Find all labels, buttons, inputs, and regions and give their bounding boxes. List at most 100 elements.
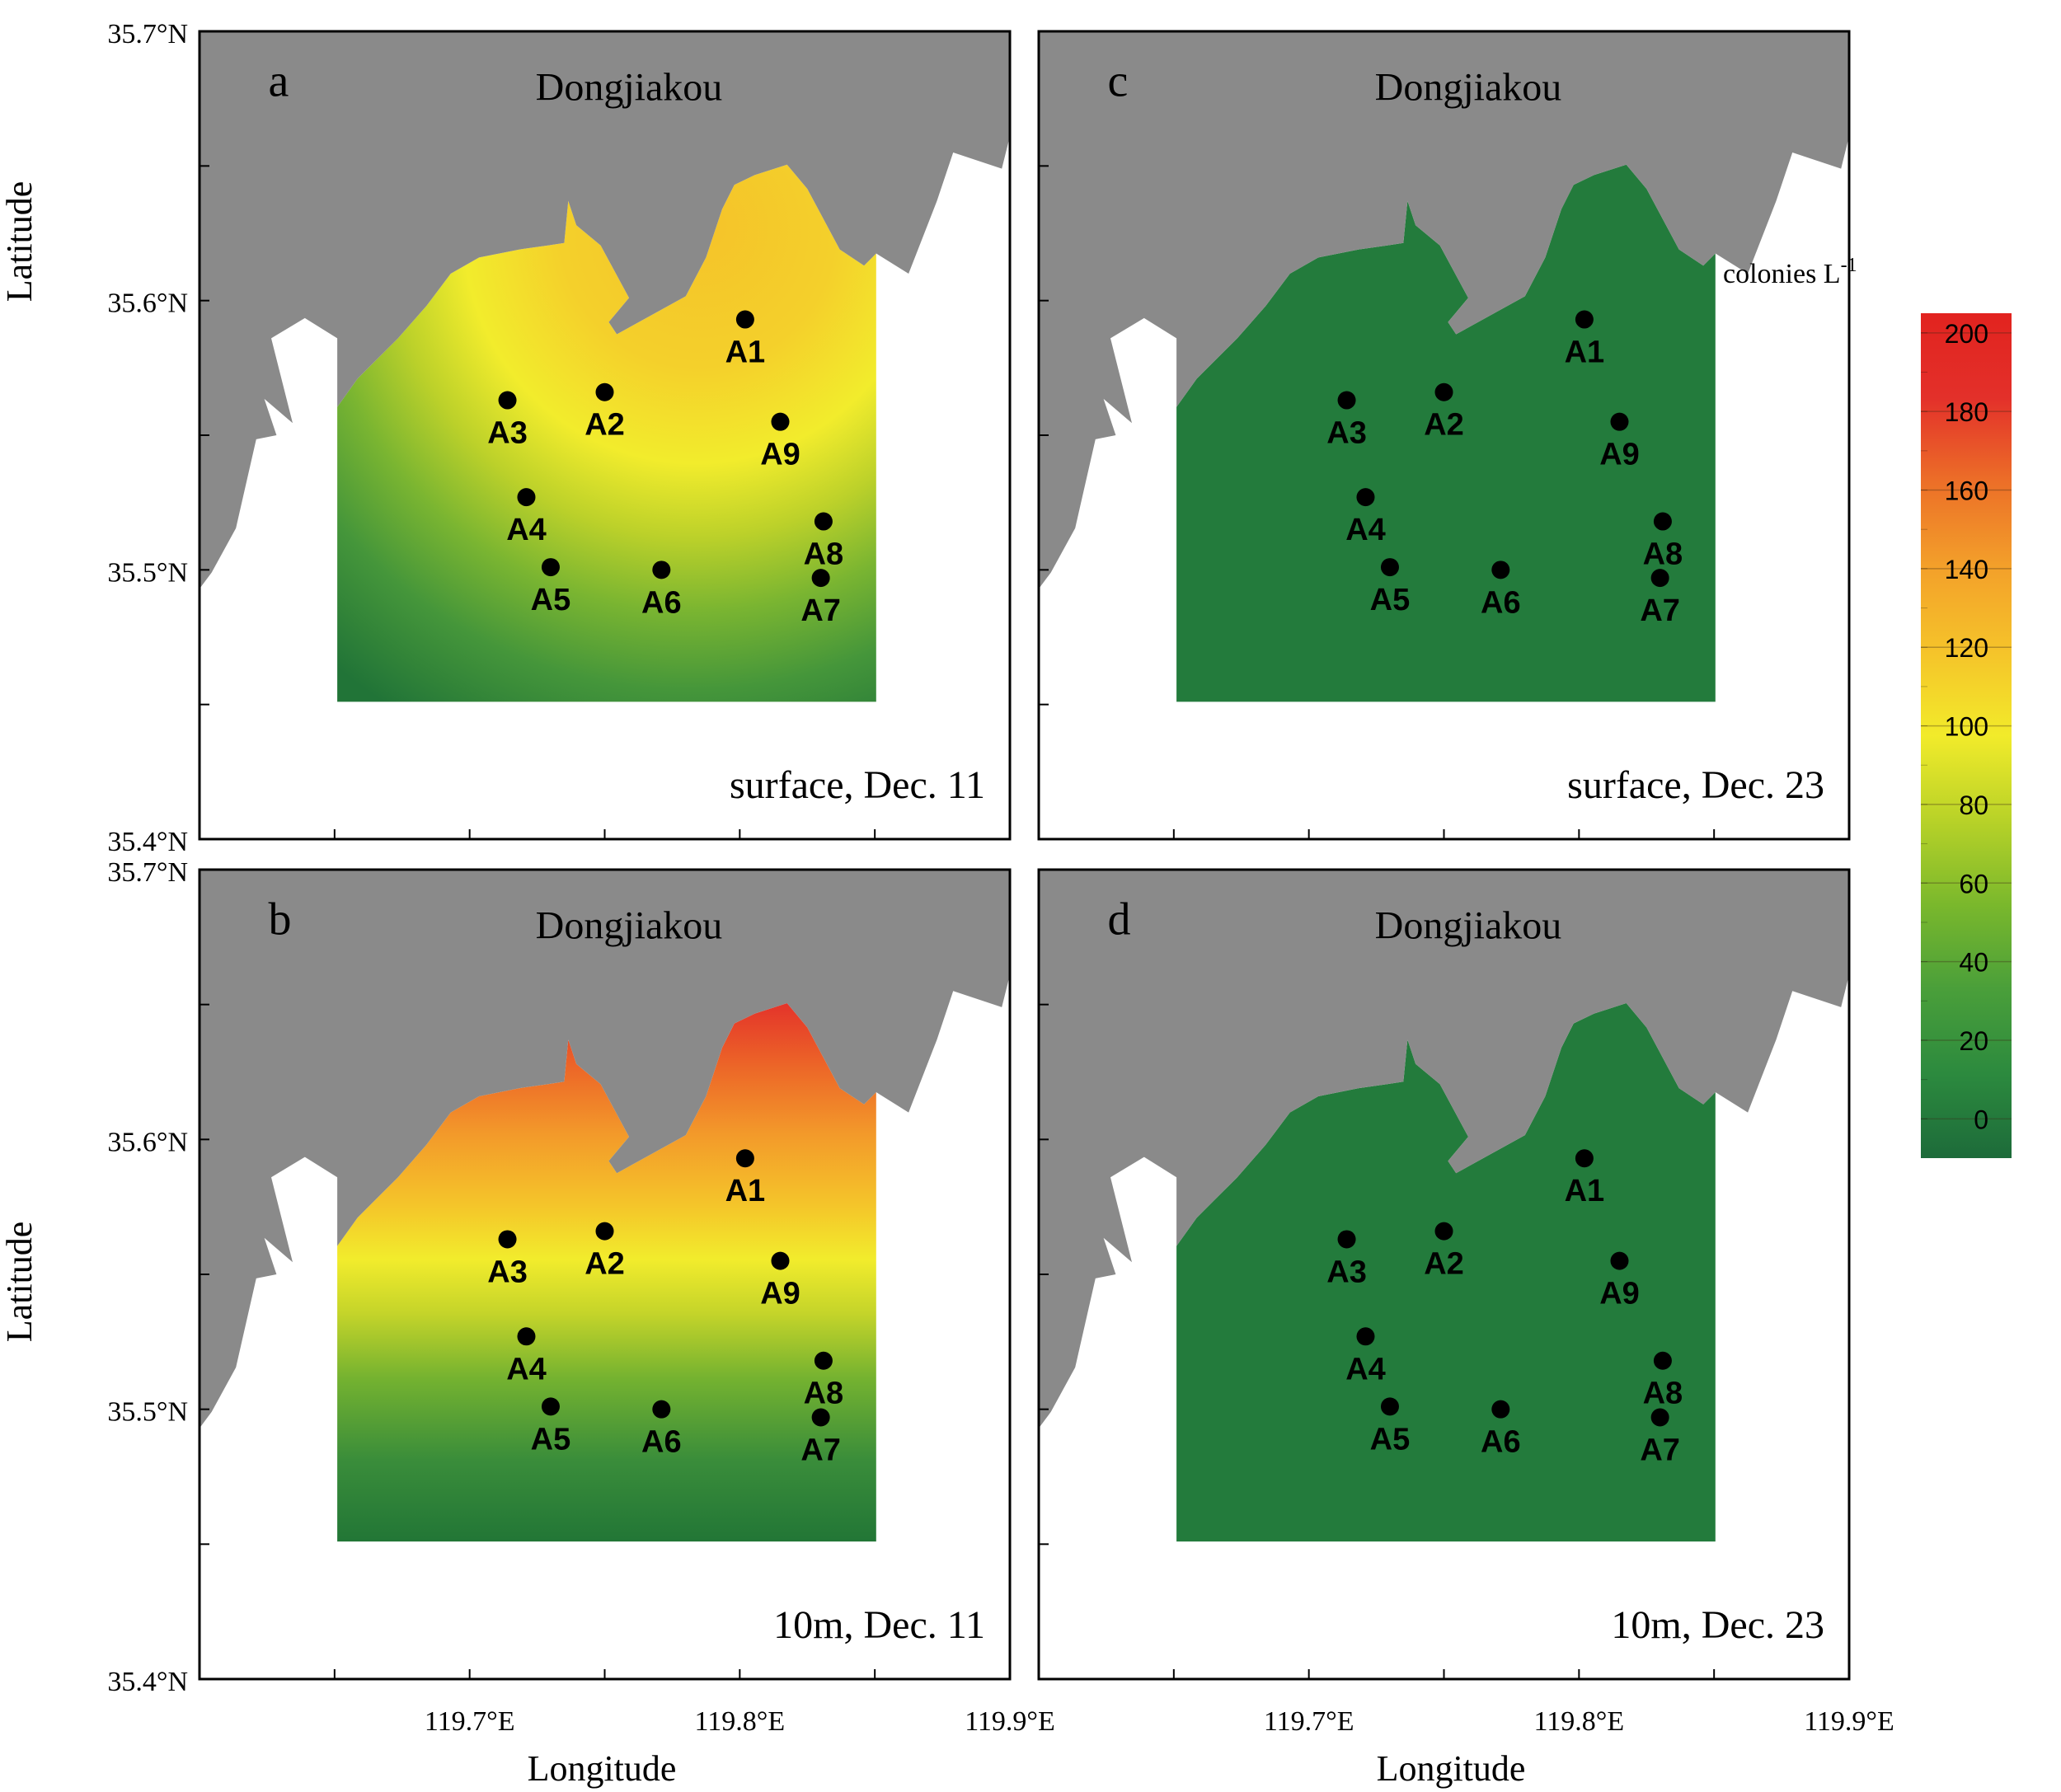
station-a7: A7 (1640, 1408, 1680, 1467)
station-label: A7 (800, 593, 841, 628)
lon-tick-label: 119.9°E (965, 1706, 1055, 1737)
station-a2: A2 (584, 382, 625, 443)
station-label: A4 (506, 513, 547, 547)
station-marker (771, 1251, 790, 1270)
station-marker (1610, 1251, 1629, 1270)
station-label: A2 (1424, 408, 1464, 443)
place-name-dongjiakou: Dongjiakou (536, 65, 723, 109)
station-marker (1337, 391, 1356, 410)
colorbar-tick-label: 140 (1945, 555, 1988, 584)
panel-caption: 10m, Dec. 11 (773, 1603, 985, 1647)
station-a6: A6 (641, 1400, 682, 1460)
station-a6: A6 (1481, 1400, 1521, 1460)
colorbar-tick-label: 40 (1959, 948, 1988, 978)
station-a7: A7 (800, 569, 841, 628)
island (1752, 1011, 1772, 1068)
colorbar-tick-label: 100 (1945, 712, 1988, 742)
station-a8: A8 (804, 512, 843, 572)
colorbar-tick-label: 200 (1945, 319, 1988, 349)
station-label: A8 (1643, 1377, 1683, 1411)
station-a3: A3 (487, 391, 528, 451)
station-label: A8 (1643, 537, 1683, 572)
station-label: A9 (1599, 438, 1640, 472)
lat-tick-label: 35.5°N (107, 557, 188, 588)
station-marker (1491, 561, 1510, 579)
station-label: A9 (760, 1277, 800, 1311)
station-marker (1610, 412, 1629, 431)
colorbar-tick-label: 20 (1959, 1026, 1988, 1056)
lat-tick-label: 35.4°N (107, 827, 188, 857)
station-a2: A2 (1424, 382, 1464, 443)
station-marker (1380, 1397, 1399, 1416)
station-a1: A1 (725, 310, 765, 370)
station-marker (1653, 1351, 1672, 1370)
colorbar-gradient (1921, 313, 2012, 1158)
station-a9: A9 (760, 1251, 800, 1311)
station-label: A2 (1424, 1247, 1464, 1282)
station-marker (595, 1222, 614, 1241)
station-a6: A6 (641, 561, 682, 620)
station-a2: A2 (584, 1222, 625, 1282)
station-a8: A8 (804, 1351, 843, 1411)
lon-tick-label: 119.9°E (1804, 1706, 1894, 1737)
station-label: A6 (1481, 1425, 1521, 1460)
station-marker (652, 561, 671, 579)
lon-tick-label: 119.8°E (1534, 1706, 1625, 1737)
panel-c: c Dongjiakou surface, Dec. 23 A1 A2 A3 A4 A5 A6 A… (1037, 30, 1851, 841)
land-area (1039, 870, 1849, 1428)
station-a1: A1 (1565, 1149, 1604, 1208)
station-marker (1575, 310, 1594, 329)
station-a6: A6 (1481, 561, 1521, 620)
station-marker (1337, 1230, 1356, 1249)
station-marker (652, 1400, 671, 1419)
land-area (200, 31, 1010, 589)
station-marker (1356, 488, 1375, 507)
colorbar: colonies L-1 0 20 40 60 80 100 120 140 160 180 200 (1723, 255, 2012, 1158)
lat-tick-label: 35.5°N (107, 1397, 188, 1428)
panel-letter: c (1108, 55, 1129, 106)
panel-letter: d (1108, 894, 1131, 945)
colorbar-title: colonies L-1 (1723, 255, 1857, 289)
lat-tick-label: 35.6°N (107, 1127, 188, 1157)
x-axis-title-right: Longitude (1377, 1748, 1526, 1789)
station-marker (735, 1149, 754, 1168)
station-a5: A5 (531, 1397, 571, 1457)
lat-tick-label: 35.6°N (107, 289, 188, 319)
station-marker (1434, 382, 1453, 401)
station-label: A9 (760, 438, 800, 472)
station-a3: A3 (1326, 1230, 1367, 1289)
colorbar-tick-label: 180 (1945, 397, 1988, 427)
station-marker (541, 1397, 560, 1416)
station-label: A2 (584, 408, 625, 443)
station-a8: A8 (1643, 512, 1683, 572)
concentration-field (337, 1003, 876, 1542)
station-label: A5 (531, 1422, 571, 1457)
island (913, 172, 933, 230)
station-label: A7 (1640, 1433, 1680, 1467)
station-label: A2 (584, 1247, 625, 1282)
station-marker (771, 412, 790, 431)
station-marker (1356, 1327, 1375, 1346)
colorbar-tick-label: 120 (1945, 633, 1988, 663)
station-label: A4 (1345, 513, 1386, 547)
lon-tick-label: 119.7°E (425, 1706, 515, 1737)
station-marker (735, 310, 754, 329)
colorbar-tick-label: 0 (1974, 1105, 1988, 1134)
station-label: A9 (1599, 1277, 1640, 1311)
station-a7: A7 (1640, 569, 1680, 628)
station-a3: A3 (1326, 391, 1367, 451)
colorbar-tick-label: 60 (1959, 869, 1988, 898)
panel-caption: surface, Dec. 11 (730, 763, 985, 807)
axis-labels: Latitude Latitude Longitude Longitude (0, 181, 1525, 1789)
station-marker (1650, 569, 1669, 588)
station-marker (814, 1351, 833, 1370)
island (1752, 172, 1772, 230)
panel-a: a Dongjiakou surface, Dec. 11 A1 A2 A3 A4 A5 A6 A… (198, 30, 1012, 841)
station-a4: A4 (506, 488, 547, 547)
land-area (200, 870, 1010, 1428)
station-a3: A3 (487, 1230, 528, 1289)
station-label: A7 (800, 1433, 841, 1467)
panel-caption: 10m, Dec. 23 (1611, 1603, 1824, 1647)
station-a5: A5 (531, 558, 570, 617)
